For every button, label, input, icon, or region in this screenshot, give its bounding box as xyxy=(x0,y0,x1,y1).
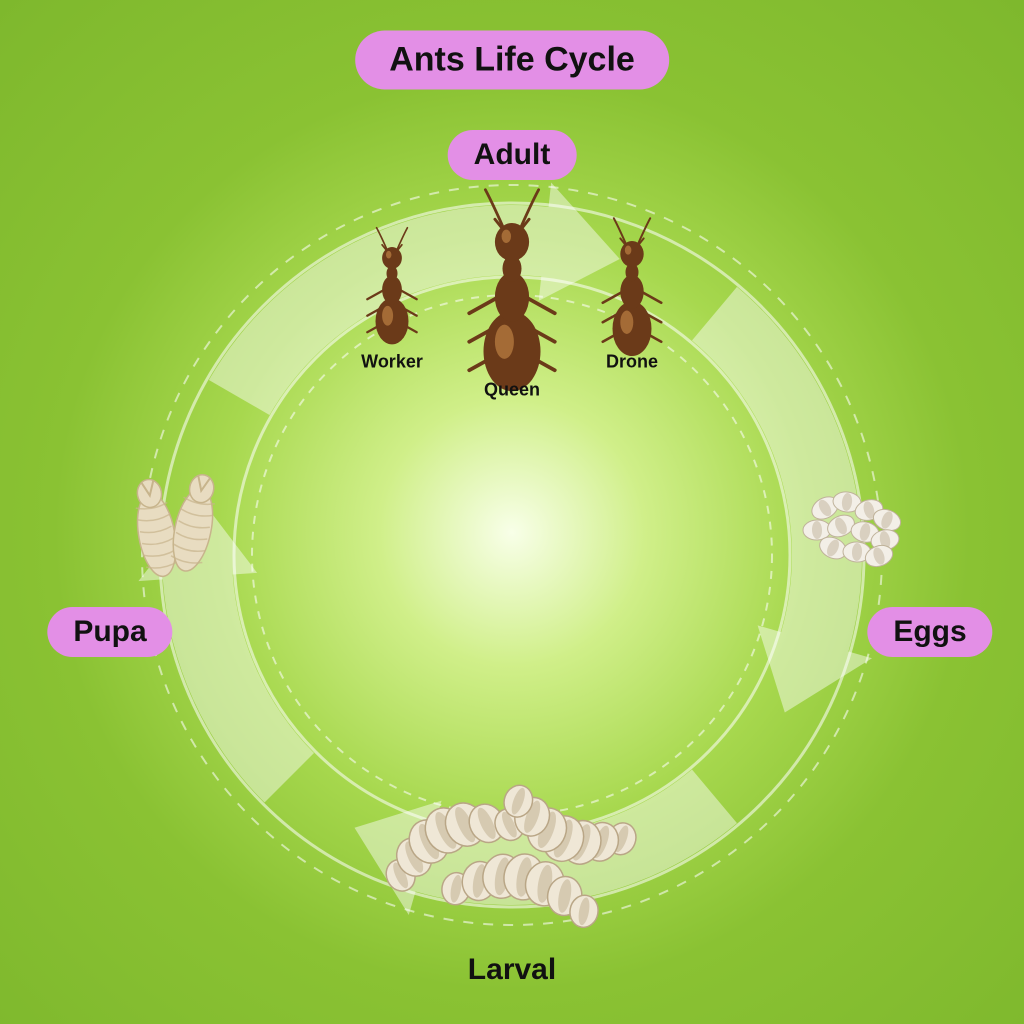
ant-icon xyxy=(603,218,662,356)
adult-sublabel-queen: Queen xyxy=(484,380,540,401)
stage-label-pupa: Pupa xyxy=(47,607,172,657)
stage-label-eggs: Eggs xyxy=(867,607,992,657)
stage-label-larval: Larval xyxy=(468,953,556,987)
pupa-0 xyxy=(129,477,181,580)
title-pill: Ants Life Cycle xyxy=(355,31,669,90)
stage-label-adult: Adult xyxy=(448,130,577,180)
adult-sublabel-worker: Worker xyxy=(361,352,423,373)
adult-sublabel-drone: Drone xyxy=(606,352,658,373)
infographic-canvas: Ants Life Cycle Adult Eggs Larval Pupa Work… xyxy=(0,0,1024,1024)
